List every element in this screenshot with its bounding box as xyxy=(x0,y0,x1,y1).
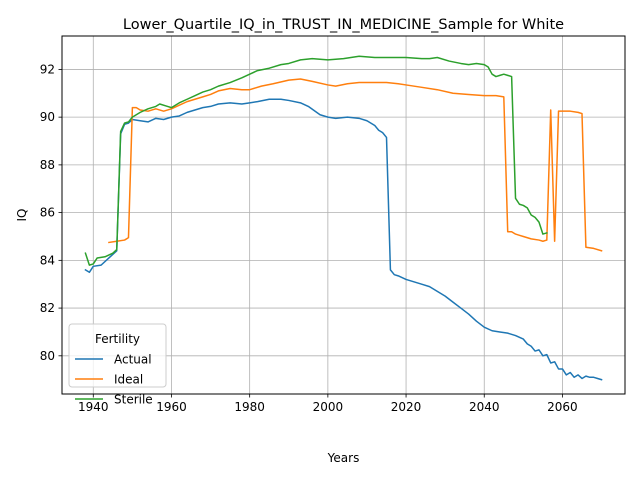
series-line-ideal xyxy=(108,78,603,252)
y-tick-label: 82 xyxy=(40,301,55,315)
x-tick-label: 2060 xyxy=(547,400,578,414)
series-line-actual xyxy=(84,98,603,381)
x-tick-label: 1980 xyxy=(234,400,265,414)
y-tick-label: 88 xyxy=(40,158,55,172)
legend: Fertility Actual Ideal Sterile xyxy=(68,323,167,407)
plot-frame xyxy=(61,35,626,395)
legend-label-ideal: Ideal xyxy=(114,373,143,387)
y-tick-label: 86 xyxy=(40,206,55,220)
x-tick-label: 1940 xyxy=(78,400,109,414)
x-axis-label: Years xyxy=(327,451,360,465)
legend-label-actual: Actual xyxy=(114,353,152,367)
y-tick-label: 80 xyxy=(40,349,55,363)
legend-entries: Actual Ideal Sterile xyxy=(75,353,153,407)
series-layer xyxy=(84,55,603,381)
x-tick-label: 2040 xyxy=(469,400,500,414)
legend-box xyxy=(68,323,167,388)
y-tick-label: 84 xyxy=(40,253,55,267)
y-axis-label: IQ xyxy=(15,209,29,222)
x-tick-label: 2020 xyxy=(391,400,422,414)
tick-layer: 1940 1960 1980 2000 2020 2040 2060 80 82 84 86 88 90… xyxy=(40,62,578,414)
legend-title: Fertility xyxy=(95,332,140,346)
y-tick-label: 90 xyxy=(40,110,55,124)
chart-title: Lower_Quartile_IQ_in_TRUST_IN_MEDICINE_S… xyxy=(123,17,564,33)
x-tick-label: 1960 xyxy=(156,400,187,414)
y-tick-label: 92 xyxy=(40,62,55,76)
series-line-sterile xyxy=(84,55,548,266)
x-tick-label: 2000 xyxy=(313,400,344,414)
legend-label-sterile: Sterile xyxy=(114,393,153,407)
